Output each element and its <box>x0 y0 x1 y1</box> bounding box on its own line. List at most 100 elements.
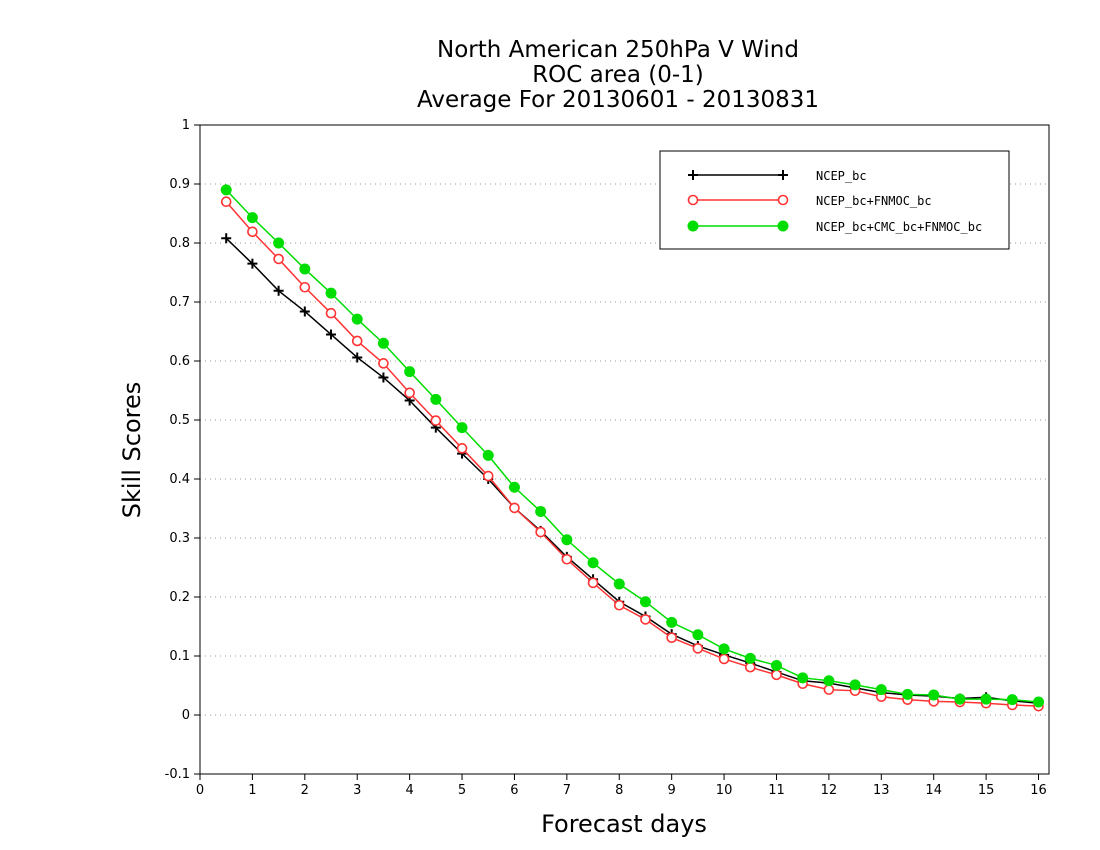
data-point <box>587 577 599 589</box>
data-point <box>351 313 363 325</box>
legend-label-2: NCEP_bc+FNMOC_bc <box>816 194 932 208</box>
chart-title-line-2: ROC area (0-1) <box>532 62 704 88</box>
grid <box>200 183 1049 716</box>
data-point <box>535 526 546 538</box>
y-tick-label: 0 <box>182 708 190 723</box>
y-tick-label: -0.1 <box>165 767 190 782</box>
x-tick-label: 8 <box>615 783 623 798</box>
y-tick-label: 0.9 <box>169 177 190 192</box>
data-point <box>744 652 756 664</box>
data-point <box>326 329 337 340</box>
y-tick-label: 0.7 <box>169 295 190 310</box>
chart-title-line-1: North American 250hPa V Wind <box>437 37 799 63</box>
data-point <box>456 443 468 454</box>
data-point <box>482 449 494 461</box>
y-tick-label: 0.1 <box>169 649 190 664</box>
x-tick-label: 0 <box>196 783 204 798</box>
data-point <box>980 693 992 705</box>
x-tick-label: 16 <box>1030 783 1047 798</box>
data-point <box>430 393 442 405</box>
y-tick-label: 0.5 <box>169 413 190 428</box>
series-line <box>225 201 1039 707</box>
series-line <box>225 189 1039 703</box>
x-axis-label: Forecast days <box>541 810 707 838</box>
data-point <box>246 212 258 224</box>
legend-swatch-3 <box>687 220 789 232</box>
y-tick-label: 0.2 <box>169 590 190 605</box>
data-point <box>377 337 389 349</box>
data-point <box>875 684 887 696</box>
data-point <box>666 632 677 644</box>
data-point <box>666 616 678 628</box>
series-3 <box>220 184 1045 708</box>
data-point <box>508 481 520 493</box>
legend-marker <box>778 170 788 180</box>
data-point <box>718 653 730 665</box>
data-point <box>718 643 730 655</box>
data-point <box>1006 694 1018 706</box>
data-point <box>587 557 599 569</box>
data-point <box>823 675 835 687</box>
legend-marker <box>687 220 699 232</box>
data-point <box>613 599 625 611</box>
y-tick-label: 0.8 <box>169 236 190 251</box>
data-point <box>325 307 337 319</box>
legend-swatch-1 <box>688 170 788 180</box>
data-point <box>220 196 232 207</box>
data-point <box>771 669 782 681</box>
legend-marker <box>777 194 789 206</box>
x-tick-label: 4 <box>405 783 413 798</box>
data-point <box>247 226 258 238</box>
data-point <box>561 534 573 546</box>
y-axis-label: Skill Scores <box>118 382 146 519</box>
plot-frame <box>199 124 1050 775</box>
legend-marker <box>688 170 698 180</box>
series-layer <box>220 184 1045 712</box>
series-2 <box>220 196 1044 712</box>
data-point <box>692 643 704 654</box>
data-point <box>404 387 415 399</box>
data-point <box>299 281 311 293</box>
x-tick-label: 11 <box>768 783 785 798</box>
data-point <box>1033 696 1045 708</box>
axis-ticks: -0.100.10.20.30.40.50.60.70.80.910 1 2 3 4 5 6… <box>165 118 1047 798</box>
data-point <box>378 372 389 383</box>
legend-marker <box>777 220 789 232</box>
x-tick-label: 13 <box>873 783 890 798</box>
data-point <box>299 263 311 275</box>
data-point <box>273 253 284 265</box>
data-point <box>247 258 258 269</box>
series-1 <box>221 233 1044 709</box>
data-point <box>849 679 861 691</box>
data-point <box>823 684 835 695</box>
x-tick-label: 2 <box>301 783 309 798</box>
data-point <box>456 422 468 434</box>
y-tick-label: 0.6 <box>169 354 190 369</box>
legend-label-3: NCEP_bc+CMC_bc+FNMOC_bc <box>816 220 982 234</box>
data-point <box>797 672 809 684</box>
legend: NCEP_bc NCEP_bc+FNMOC_bc NCEP_bc+CMC_bc+… <box>659 150 1010 250</box>
data-point <box>430 415 442 426</box>
data-point <box>482 470 494 482</box>
y-tick-label: 1 <box>182 118 190 133</box>
legend-swatch-2 <box>687 194 789 206</box>
x-tick-label: 10 <box>716 783 733 798</box>
data-point <box>351 335 363 347</box>
data-point <box>954 693 966 705</box>
data-point <box>221 233 232 244</box>
data-point <box>744 661 756 673</box>
data-point <box>535 505 547 517</box>
data-point <box>273 285 284 296</box>
data-point <box>640 614 651 625</box>
data-point <box>613 578 625 590</box>
x-tick-label: 15 <box>978 783 995 798</box>
x-tick-label: 7 <box>563 783 571 798</box>
y-tick-label: 0.3 <box>169 531 190 546</box>
data-point <box>928 689 940 701</box>
data-point <box>692 629 704 641</box>
x-tick-label: 3 <box>353 783 361 798</box>
x-tick-label: 14 <box>925 783 942 798</box>
x-tick-label: 9 <box>668 783 676 798</box>
data-point <box>902 688 913 700</box>
